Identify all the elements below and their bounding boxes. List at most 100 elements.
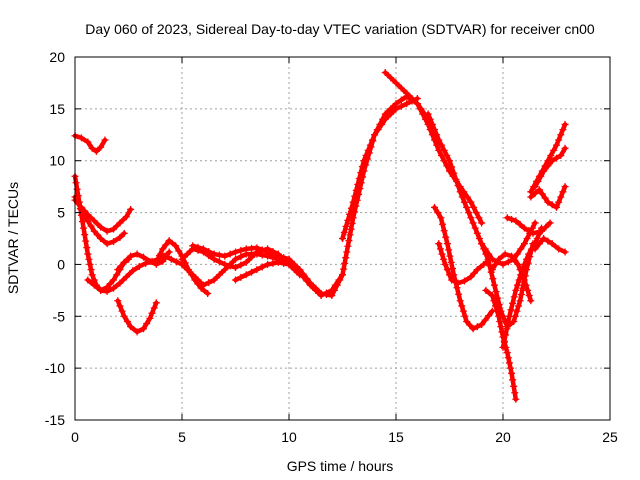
- data-point-marker: [504, 258, 512, 266]
- data-point-marker: [397, 84, 405, 92]
- data-point-marker: [285, 255, 293, 263]
- data-point-marker: [173, 258, 181, 266]
- data-point-marker: [511, 256, 519, 264]
- data-point-marker: [517, 245, 525, 253]
- series-arc-14: [339, 94, 421, 242]
- data-point-marker: [357, 169, 365, 177]
- data-point-marker: [362, 152, 370, 160]
- data-point-marker: [509, 299, 517, 307]
- data-point-marker: [437, 141, 445, 149]
- data-point-marker: [336, 276, 344, 284]
- x-tick-label: 0: [71, 429, 79, 445]
- data-point-marker: [469, 325, 477, 333]
- data-point-marker: [453, 284, 461, 292]
- data-point-marker: [535, 186, 543, 194]
- series-arc-1: [71, 132, 109, 155]
- data-point-marker: [135, 263, 143, 271]
- data-point-marker: [232, 264, 239, 272]
- data-point-marker: [280, 259, 288, 267]
- x-tick-label: 10: [281, 429, 297, 445]
- data-point-marker: [508, 252, 516, 260]
- data-point-marker: [237, 261, 245, 269]
- data-point-marker: [397, 102, 405, 110]
- data-point-marker: [512, 286, 520, 294]
- data-point-marker: [74, 199, 82, 207]
- data-point-marker: [322, 291, 330, 299]
- data-point-marker: [72, 179, 80, 187]
- data-point-marker: [85, 255, 93, 263]
- data-point-marker: [448, 265, 456, 273]
- data-point-marker: [159, 257, 167, 265]
- data-point-marker: [460, 198, 468, 206]
- data-point-marker: [129, 267, 137, 275]
- data-point-marker: [392, 79, 400, 87]
- data-point-marker: [439, 220, 447, 228]
- data-point-marker: [403, 89, 411, 97]
- data-point-marker: [381, 69, 389, 77]
- data-point-marker: [446, 157, 453, 165]
- data-point-marker: [344, 216, 352, 224]
- data-point-marker: [360, 157, 368, 165]
- data-point-marker: [97, 235, 105, 242]
- data-point-marker: [303, 275, 311, 283]
- data-point-marker: [499, 260, 507, 268]
- data-point-marker: [358, 163, 366, 171]
- data-point-marker: [473, 229, 481, 237]
- data-point-marker: [226, 250, 234, 258]
- data-point-marker: [478, 219, 486, 227]
- data-point-marker: [274, 252, 282, 260]
- data-point-marker: [516, 220, 524, 228]
- data-point-marker: [470, 203, 478, 211]
- data-point-marker: [467, 214, 475, 222]
- data-point-marker: [513, 250, 521, 258]
- data-point-marker: [139, 325, 147, 333]
- data-point-marker: [559, 188, 567, 196]
- data-point-marker: [226, 262, 234, 270]
- data-point-marker: [232, 248, 239, 256]
- data-point-marker: [510, 382, 518, 390]
- data-point-marker: [531, 219, 539, 227]
- data-point-marker: [127, 323, 135, 331]
- data-point-marker: [497, 323, 505, 331]
- data-point-marker: [347, 225, 355, 233]
- data-point-marker: [478, 240, 486, 248]
- data-point-marker: [90, 217, 98, 225]
- data-point-marker: [529, 229, 537, 237]
- data-point-marker: [122, 213, 130, 221]
- data-point-marker: [441, 260, 449, 268]
- data-point-marker: [340, 228, 348, 236]
- data-point-marker: [525, 227, 533, 235]
- x-tick-label: 5: [178, 429, 186, 445]
- data-point-marker: [548, 157, 556, 165]
- data-point-marker: [117, 262, 125, 270]
- data-point-marker: [253, 266, 261, 274]
- data-point-marker: [378, 120, 386, 128]
- data-point-marker: [258, 246, 266, 254]
- data-point-marker: [522, 281, 530, 289]
- data-point-marker: [84, 250, 92, 258]
- data-point-marker: [103, 227, 111, 235]
- data-point-marker: [490, 281, 498, 289]
- data-point-marker: [503, 325, 511, 333]
- series-arc-6: [114, 297, 160, 336]
- data-point-marker: [440, 227, 448, 235]
- data-point-marker: [508, 369, 516, 377]
- data-point-marker: [553, 203, 560, 211]
- data-point-marker: [237, 253, 245, 261]
- data-point-marker: [513, 307, 521, 315]
- data-point-marker: [113, 271, 121, 279]
- data-point-marker: [120, 258, 128, 266]
- data-point-marker: [165, 248, 173, 256]
- chart-title: Day 060 of 2023, Sidereal Day-to-day VTE…: [85, 21, 595, 37]
- data-point-marker: [199, 281, 207, 289]
- data-point-marker: [531, 183, 539, 191]
- data-point-marker: [264, 260, 272, 268]
- data-point-marker: [471, 224, 479, 232]
- data-point-marker: [486, 262, 494, 270]
- data-point-marker: [517, 271, 525, 279]
- data-point-marker: [122, 273, 130, 281]
- data-point-marker: [448, 276, 456, 284]
- data-point-marker: [215, 258, 223, 266]
- data-point-marker: [559, 126, 567, 134]
- data-point-marker: [503, 214, 511, 222]
